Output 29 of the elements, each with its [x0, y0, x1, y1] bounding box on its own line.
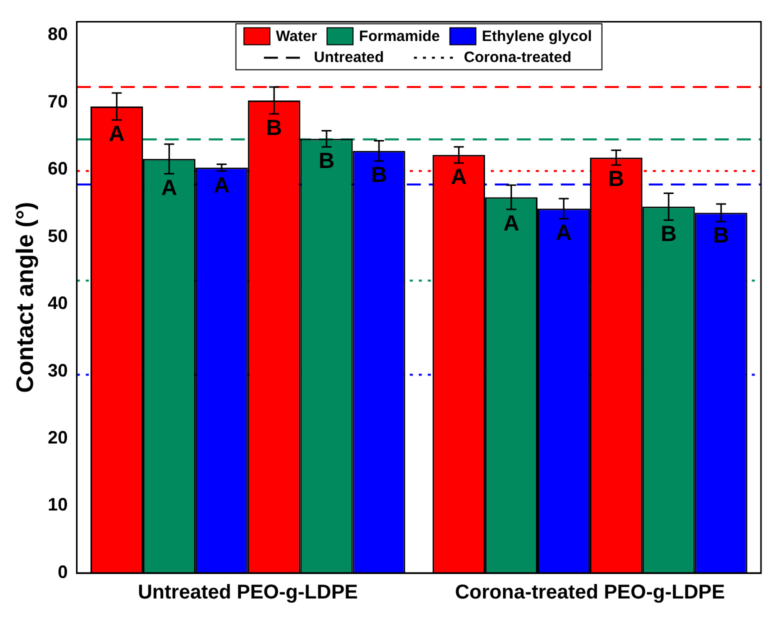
y-tick-label: 10 [48, 494, 68, 515]
y-tick-label: 40 [48, 293, 68, 314]
y-axis-title: Contact angle (°) [12, 202, 40, 393]
data-label: B [660, 221, 677, 246]
data-label: A [556, 220, 572, 245]
y-tick-label: 80 [48, 24, 68, 44]
data-label: A [161, 174, 178, 200]
y-tick-label: 60 [48, 158, 68, 179]
x-tick-label: Corona-treated PEO-g-LDPE [454, 582, 725, 604]
data-label: B [318, 148, 334, 173]
data-label: B [266, 114, 282, 140]
annotation: Corona-treated [464, 48, 572, 66]
y-tick-label: 30 [48, 360, 68, 380]
annotation: Untreated [314, 48, 384, 66]
data-label: B [371, 162, 387, 188]
data-label: A [503, 210, 520, 236]
legend-label: Ethylene glycol [482, 28, 592, 45]
y-tick-label: 20 [48, 428, 68, 448]
data-label: A [450, 164, 467, 190]
legend-label: Formamide [359, 28, 440, 45]
data-label: A [108, 121, 125, 146]
y-tick-label: 0 [58, 562, 68, 582]
data-label: B [713, 222, 730, 248]
x-tick-label: Untreated PEO-g-LDPE [138, 582, 358, 604]
y-tick-label: 70 [48, 91, 68, 112]
data-label: B [608, 166, 624, 192]
y-tick-label: 50 [48, 226, 68, 246]
legend-label: Water [276, 28, 318, 45]
data-label: A [214, 172, 230, 198]
